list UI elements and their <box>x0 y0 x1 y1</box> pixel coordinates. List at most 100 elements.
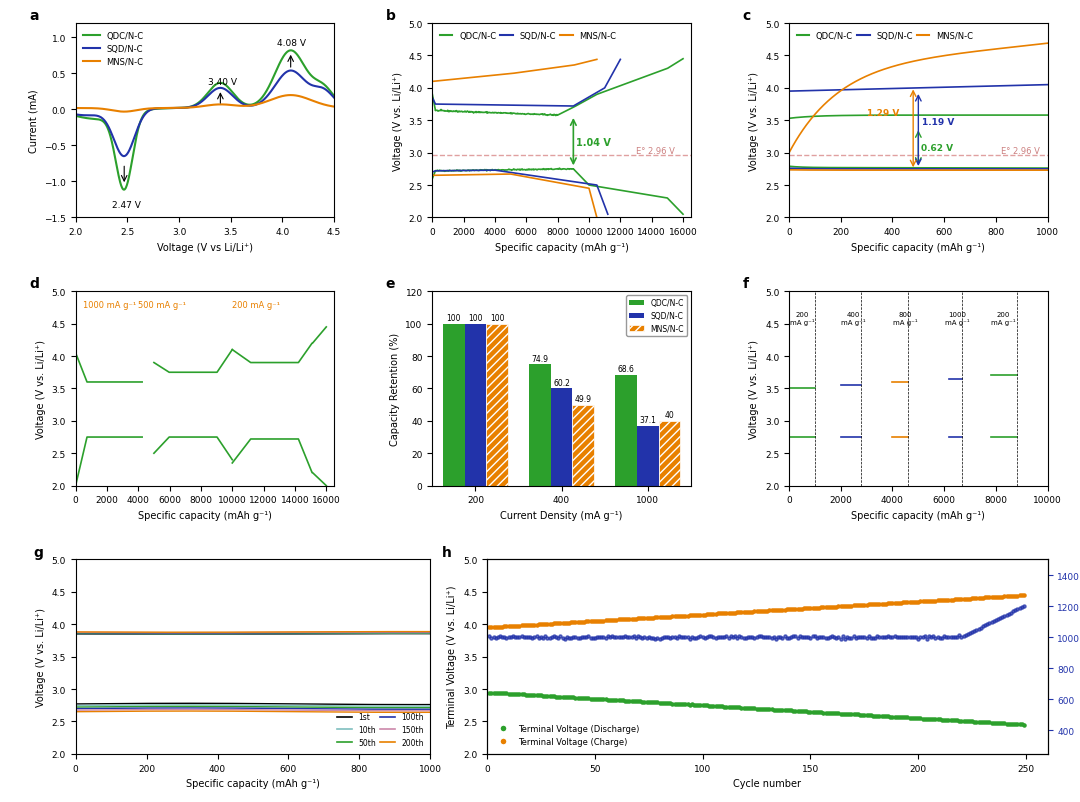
Point <box>619 695 636 707</box>
Point <box>890 597 907 610</box>
Line: 200th: 200th <box>76 711 431 712</box>
Point <box>556 617 573 630</box>
Point <box>955 715 972 727</box>
Point <box>688 699 705 711</box>
Point <box>561 631 578 644</box>
Point <box>970 622 987 635</box>
10th <box>287 701 300 711</box>
100th <box>287 704 300 714</box>
Point <box>554 691 571 703</box>
Point <box>970 715 987 728</box>
Point <box>679 631 697 644</box>
Point <box>554 632 571 645</box>
Point <box>483 621 500 634</box>
Text: e: e <box>386 277 395 291</box>
Point <box>636 631 653 644</box>
Point <box>673 698 690 711</box>
Point <box>1015 589 1032 602</box>
Point <box>621 695 638 707</box>
Point <box>604 630 621 643</box>
Point <box>899 711 916 724</box>
Point <box>903 630 920 643</box>
Point <box>877 710 894 723</box>
Point <box>692 630 710 642</box>
Point <box>701 608 718 621</box>
Point <box>786 603 804 616</box>
Point <box>756 631 773 644</box>
Point <box>651 633 669 646</box>
Text: 1.29 V: 1.29 V <box>866 109 899 118</box>
Y-axis label: Voltage (V vs. Li/Li⁺): Voltage (V vs. Li/Li⁺) <box>750 71 759 171</box>
50th <box>424 703 437 713</box>
Point <box>812 602 829 614</box>
Point <box>738 631 755 644</box>
Text: b: b <box>386 9 395 23</box>
Text: 100: 100 <box>447 314 461 322</box>
Point <box>500 630 517 643</box>
Y-axis label: Current (mA): Current (mA) <box>28 89 39 153</box>
Text: a: a <box>29 9 39 23</box>
Point <box>651 611 669 624</box>
Point <box>500 687 517 700</box>
Point <box>735 631 753 644</box>
Legend: Terminal Voltage (Discharge), Terminal Voltage (Charge): Terminal Voltage (Discharge), Terminal V… <box>491 721 643 750</box>
Point <box>576 692 593 705</box>
Point <box>786 630 804 642</box>
Point <box>788 704 806 717</box>
Point <box>658 630 675 643</box>
Point <box>929 594 946 607</box>
Point <box>981 716 998 729</box>
Point <box>799 630 816 643</box>
Point <box>595 630 612 643</box>
Point <box>563 616 580 629</box>
Text: 200 mA g⁻¹: 200 mA g⁻¹ <box>232 301 281 310</box>
Point <box>974 620 991 633</box>
Point <box>978 591 996 604</box>
Point <box>912 712 929 725</box>
Point <box>545 618 563 630</box>
Point <box>838 631 855 644</box>
Point <box>524 631 541 644</box>
Point <box>873 710 890 723</box>
Point <box>762 632 780 645</box>
Point <box>866 709 883 722</box>
Point <box>593 614 610 627</box>
X-axis label: Voltage (V vs Li/Li⁺): Voltage (V vs Li/Li⁺) <box>157 242 253 253</box>
Text: 4.08 V: 4.08 V <box>278 38 307 47</box>
1st <box>424 700 437 710</box>
150th <box>287 706 300 715</box>
Line: 150th: 150th <box>76 710 431 711</box>
Point <box>509 688 526 701</box>
Point <box>847 599 864 612</box>
Point <box>784 630 801 643</box>
Point <box>589 631 606 644</box>
Text: 100: 100 <box>489 314 504 322</box>
Text: 0.62 V: 0.62 V <box>921 144 953 153</box>
Point <box>883 630 901 643</box>
Point <box>487 631 504 644</box>
Point <box>729 631 746 644</box>
Point <box>558 617 576 630</box>
X-axis label: Specific capacity (mAh g⁻¹): Specific capacity (mAh g⁻¹) <box>138 510 272 520</box>
Y-axis label: Voltage (V vs. Li/Li⁺): Voltage (V vs. Li/Li⁺) <box>36 339 46 439</box>
Point <box>552 691 569 703</box>
Point <box>907 595 924 608</box>
Point <box>656 610 673 623</box>
Point <box>847 708 864 721</box>
Point <box>834 707 851 720</box>
Point <box>718 700 735 713</box>
Point <box>658 697 675 710</box>
Point <box>656 697 673 710</box>
Bar <box>551 389 572 486</box>
Point <box>793 602 810 615</box>
Point <box>710 630 727 643</box>
Point <box>645 611 662 624</box>
Point <box>563 632 580 645</box>
Point <box>855 709 873 722</box>
Point <box>860 598 877 611</box>
Point <box>940 631 957 644</box>
Legend: QDC/N-C, SQD/N-C, MNS/N-C: QDC/N-C, SQD/N-C, MNS/N-C <box>80 28 147 70</box>
Point <box>870 597 888 610</box>
Point <box>788 602 806 615</box>
Point <box>681 699 699 711</box>
